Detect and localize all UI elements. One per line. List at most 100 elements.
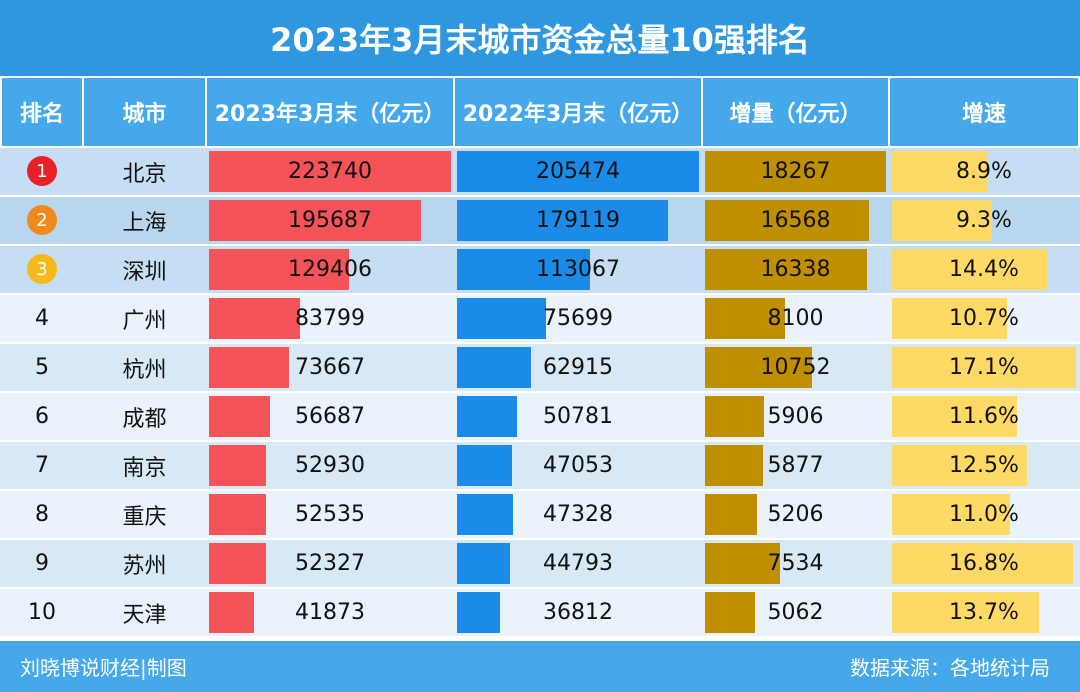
- value-cell: 16568: [760, 208, 831, 233]
- data-bar: [209, 592, 255, 633]
- column-header: 增速: [890, 78, 1078, 146]
- column-header: 2023年3月末（亿元）: [207, 78, 453, 146]
- rank-cell: 4: [35, 306, 49, 331]
- data-bar: [457, 298, 547, 339]
- data-bar: [209, 249, 349, 290]
- value-cell: 113067: [536, 257, 620, 282]
- rank-cell: 8: [35, 502, 49, 527]
- title: 2023年3月末城市资金总量10强排名: [0, 0, 1080, 76]
- data-bar: [892, 151, 988, 192]
- value-cell: 205474: [536, 159, 620, 184]
- footer-bar: [0, 641, 1080, 692]
- footer-left: 刘晓博说财经|制图: [20, 656, 187, 680]
- data-bar: [209, 543, 266, 584]
- data-bar: [892, 396, 1017, 437]
- data-bar: [457, 200, 668, 241]
- value-cell: 179119: [536, 208, 620, 233]
- rank-badge: 2: [27, 205, 57, 235]
- data-bar: [209, 494, 266, 535]
- city-cell: 深圳: [122, 259, 167, 285]
- city-cell: 成都: [122, 406, 167, 432]
- data-bar: [892, 494, 1011, 535]
- data-bar: [457, 249, 591, 290]
- value-cell: 5062: [767, 600, 824, 625]
- data-bar: [892, 445, 1027, 486]
- value-cell: 17.1%: [949, 355, 1019, 380]
- value-cell: 50781: [543, 404, 613, 429]
- data-bar: [705, 494, 757, 535]
- data-bar: [705, 592, 756, 633]
- data-bar: [209, 396, 271, 437]
- value-cell: 10752: [760, 355, 831, 380]
- value-cell: 47328: [543, 502, 613, 527]
- value-cell: 11.6%: [949, 404, 1019, 429]
- value-cell: 16338: [760, 257, 831, 282]
- value-cell: 14.4%: [949, 257, 1019, 282]
- column-header: 2022年3月末（亿元）: [455, 78, 701, 146]
- value-cell: 52535: [295, 502, 365, 527]
- value-cell: 41873: [295, 600, 365, 625]
- city-cell: 重庆: [122, 504, 167, 530]
- data-bar: [705, 249, 867, 290]
- column-header: 增量（亿元）: [703, 78, 888, 146]
- value-cell: 5906: [767, 404, 824, 429]
- data-bar: [457, 396, 517, 437]
- city-cell: 苏州: [122, 553, 167, 579]
- rank-cell: 9: [35, 551, 49, 576]
- value-cell: 12.5%: [949, 453, 1019, 478]
- data-bar: [892, 200, 993, 241]
- data-bar: [457, 347, 532, 388]
- data-bar: [705, 445, 764, 486]
- column-header: 排名: [2, 78, 82, 146]
- data-bar: [892, 543, 1073, 584]
- value-cell: 13.7%: [949, 600, 1019, 625]
- data-bar: [209, 445, 267, 486]
- value-cell: 52327: [295, 551, 365, 576]
- data-bar: [457, 494, 513, 535]
- data-bar: [705, 543, 780, 584]
- value-cell: 223740: [288, 159, 372, 184]
- value-cell: 9.3%: [956, 208, 1012, 233]
- city-cell: 杭州: [122, 357, 167, 383]
- value-cell: 195687: [288, 208, 372, 233]
- data-bar: [209, 298, 300, 339]
- rank-cell: 5: [35, 355, 49, 380]
- value-cell: 5877: [767, 453, 824, 478]
- rank-badge: 3: [27, 254, 57, 284]
- data-bar: [457, 592, 501, 633]
- data-bar: [705, 151, 886, 192]
- value-cell: 8.9%: [956, 159, 1012, 184]
- city-cell: 上海: [122, 210, 167, 236]
- value-cell: 10.7%: [949, 306, 1019, 331]
- rank-cell: 7: [35, 453, 49, 478]
- data-bar: [892, 249, 1047, 290]
- data-bar: [892, 592, 1040, 633]
- value-cell: 47053: [543, 453, 613, 478]
- data-bar: [705, 298, 786, 339]
- data-bar: [892, 298, 1008, 339]
- value-cell: 73667: [295, 355, 365, 380]
- value-cell: 36812: [543, 600, 613, 625]
- data-bar: [457, 151, 699, 192]
- data-bar: [705, 396, 764, 437]
- value-cell: 7534: [767, 551, 824, 576]
- data-bar: [705, 347, 812, 388]
- data-bar: [209, 200, 421, 241]
- data-bar: [209, 151, 451, 192]
- data-bar: [892, 347, 1076, 388]
- value-cell: 62915: [543, 355, 613, 380]
- value-cell: 52930: [295, 453, 365, 478]
- city-cell: 天津: [122, 602, 167, 628]
- value-cell: 75699: [543, 306, 613, 331]
- city-cell: 北京: [122, 161, 167, 187]
- city-cell: 南京: [122, 455, 167, 481]
- data-bar: [705, 200, 870, 241]
- value-cell: 56687: [295, 404, 365, 429]
- rank-cell: 10: [28, 600, 56, 625]
- rank-cell: 6: [35, 404, 49, 429]
- value-cell: 83799: [295, 306, 365, 331]
- rank-badge: 1: [27, 156, 57, 186]
- value-cell: 11.0%: [949, 502, 1019, 527]
- value-cell: 44793: [543, 551, 613, 576]
